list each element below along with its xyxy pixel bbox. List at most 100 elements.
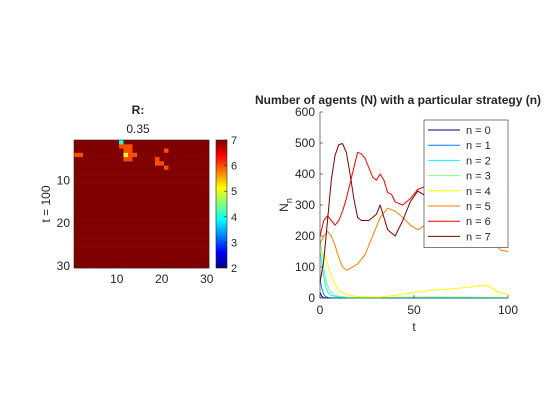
heatmap-cell bbox=[164, 204, 169, 209]
heatmap-cell bbox=[74, 225, 79, 230]
heatmap-cell bbox=[83, 174, 88, 179]
heatmap-cell bbox=[173, 199, 178, 205]
heatmap-cell bbox=[101, 212, 106, 218]
heatmap-cell bbox=[186, 259, 192, 264]
heatmap-cell bbox=[173, 204, 178, 209]
heatmap-cell bbox=[195, 246, 201, 252]
heatmap-cell bbox=[92, 169, 97, 175]
heatmap-cell bbox=[128, 221, 133, 226]
heatmap-cell bbox=[173, 169, 178, 175]
heatmap-cell bbox=[96, 144, 102, 149]
heatmap-cell bbox=[150, 238, 156, 243]
heatmap-cell bbox=[141, 140, 147, 145]
heatmap-cell bbox=[78, 165, 84, 171]
heatmap-cell bbox=[164, 263, 169, 269]
heatmap-cell bbox=[128, 140, 133, 145]
heatmap-cell bbox=[83, 208, 88, 213]
heatmap-cell bbox=[173, 255, 178, 260]
y-tick-label: 500 bbox=[295, 136, 315, 150]
heatmap-cell bbox=[186, 212, 192, 218]
heatmap-cell bbox=[146, 174, 151, 179]
heatmap-cell bbox=[78, 204, 84, 209]
heatmap-cell bbox=[200, 259, 205, 264]
heatmap-cell bbox=[177, 204, 183, 209]
heatmap-cell bbox=[150, 259, 156, 264]
heatmap-cell bbox=[137, 250, 142, 256]
heatmap-cell bbox=[74, 169, 79, 175]
heatmap-cell bbox=[191, 148, 196, 154]
heatmap-cell bbox=[78, 178, 84, 183]
heatmap-cell bbox=[164, 165, 169, 171]
legend-label: n = 4 bbox=[466, 186, 491, 198]
heatmap-cell bbox=[128, 216, 133, 222]
heatmap-cell bbox=[119, 195, 124, 200]
heatmap-cell bbox=[128, 225, 133, 230]
heatmap-cell bbox=[110, 195, 115, 200]
heatmap-cell bbox=[74, 255, 79, 260]
heatmap-cell bbox=[101, 182, 106, 188]
heatmap-cell bbox=[168, 242, 174, 247]
heatmap-cell bbox=[110, 148, 115, 154]
heatmap-cell bbox=[137, 182, 142, 188]
heatmap-cell bbox=[182, 195, 187, 200]
heatmap-cell bbox=[105, 259, 111, 264]
heatmap-cell bbox=[168, 169, 174, 175]
heatmap-cell bbox=[74, 204, 79, 209]
heatmap-cell bbox=[150, 255, 156, 260]
heatmap-cell bbox=[105, 174, 111, 179]
heatmap-cell bbox=[141, 225, 147, 230]
heatmap-cell bbox=[110, 212, 115, 218]
heatmap-cell bbox=[204, 225, 210, 230]
heatmap-cell bbox=[137, 208, 142, 213]
heatmap-cell bbox=[204, 221, 210, 226]
heatmap-cell bbox=[137, 178, 142, 183]
heatmap-cell bbox=[114, 242, 120, 247]
heatmap-cell bbox=[141, 255, 147, 260]
heatmap-cell bbox=[119, 148, 124, 154]
heatmap-cell bbox=[177, 238, 183, 243]
heatmap-cell bbox=[191, 199, 196, 205]
heatmap-cell bbox=[74, 246, 79, 252]
heatmap-cell bbox=[155, 195, 160, 200]
heatmap-cell bbox=[150, 199, 156, 205]
heatmap-cell bbox=[200, 165, 205, 171]
heatmap-cell bbox=[119, 178, 124, 183]
colorbar-tick-label: 6 bbox=[231, 161, 237, 173]
heatmap-cell bbox=[177, 255, 183, 260]
heatmap-cell bbox=[101, 263, 106, 269]
heatmap-cell bbox=[74, 212, 79, 218]
heatmap-cell bbox=[132, 246, 138, 252]
heatmap-cell bbox=[173, 221, 178, 226]
heatmap-cell bbox=[146, 186, 151, 192]
heatmap-cell bbox=[164, 229, 169, 235]
y-tick-label: 200 bbox=[295, 229, 315, 243]
heatmap-cell bbox=[177, 246, 183, 252]
heatmap-cell bbox=[92, 212, 97, 218]
heatmap-cell bbox=[182, 165, 187, 171]
heatmap-cell bbox=[114, 161, 120, 166]
heatmap-cell bbox=[200, 199, 205, 205]
heatmap-cell bbox=[110, 225, 115, 230]
heatmap-cell bbox=[177, 199, 183, 205]
heatmap-cell bbox=[200, 263, 205, 269]
heatmap-cell bbox=[195, 195, 201, 200]
y-tick-label: 300 bbox=[295, 198, 315, 212]
heatmap-cell bbox=[119, 238, 124, 243]
heatmap-cell bbox=[83, 161, 88, 166]
heatmap-cell bbox=[123, 169, 129, 175]
heatmap-cell bbox=[146, 169, 151, 175]
heatmap-cell bbox=[132, 169, 138, 175]
heatmap-cell bbox=[146, 212, 151, 218]
heatmap-cell bbox=[200, 221, 205, 226]
heatmap-cell bbox=[195, 165, 201, 171]
heatmap-cell bbox=[168, 263, 174, 269]
heatmap-cell bbox=[128, 212, 133, 218]
heatmap-cell bbox=[146, 161, 151, 166]
heatmap-cell bbox=[200, 233, 205, 239]
heatmap-cell bbox=[155, 233, 160, 239]
heatmap-cell bbox=[92, 182, 97, 188]
heatmap-cell bbox=[150, 263, 156, 269]
heatmap-x-tick-label: 30 bbox=[200, 272, 214, 286]
heatmap-cell bbox=[195, 255, 201, 260]
heatmap-cell bbox=[159, 199, 165, 205]
